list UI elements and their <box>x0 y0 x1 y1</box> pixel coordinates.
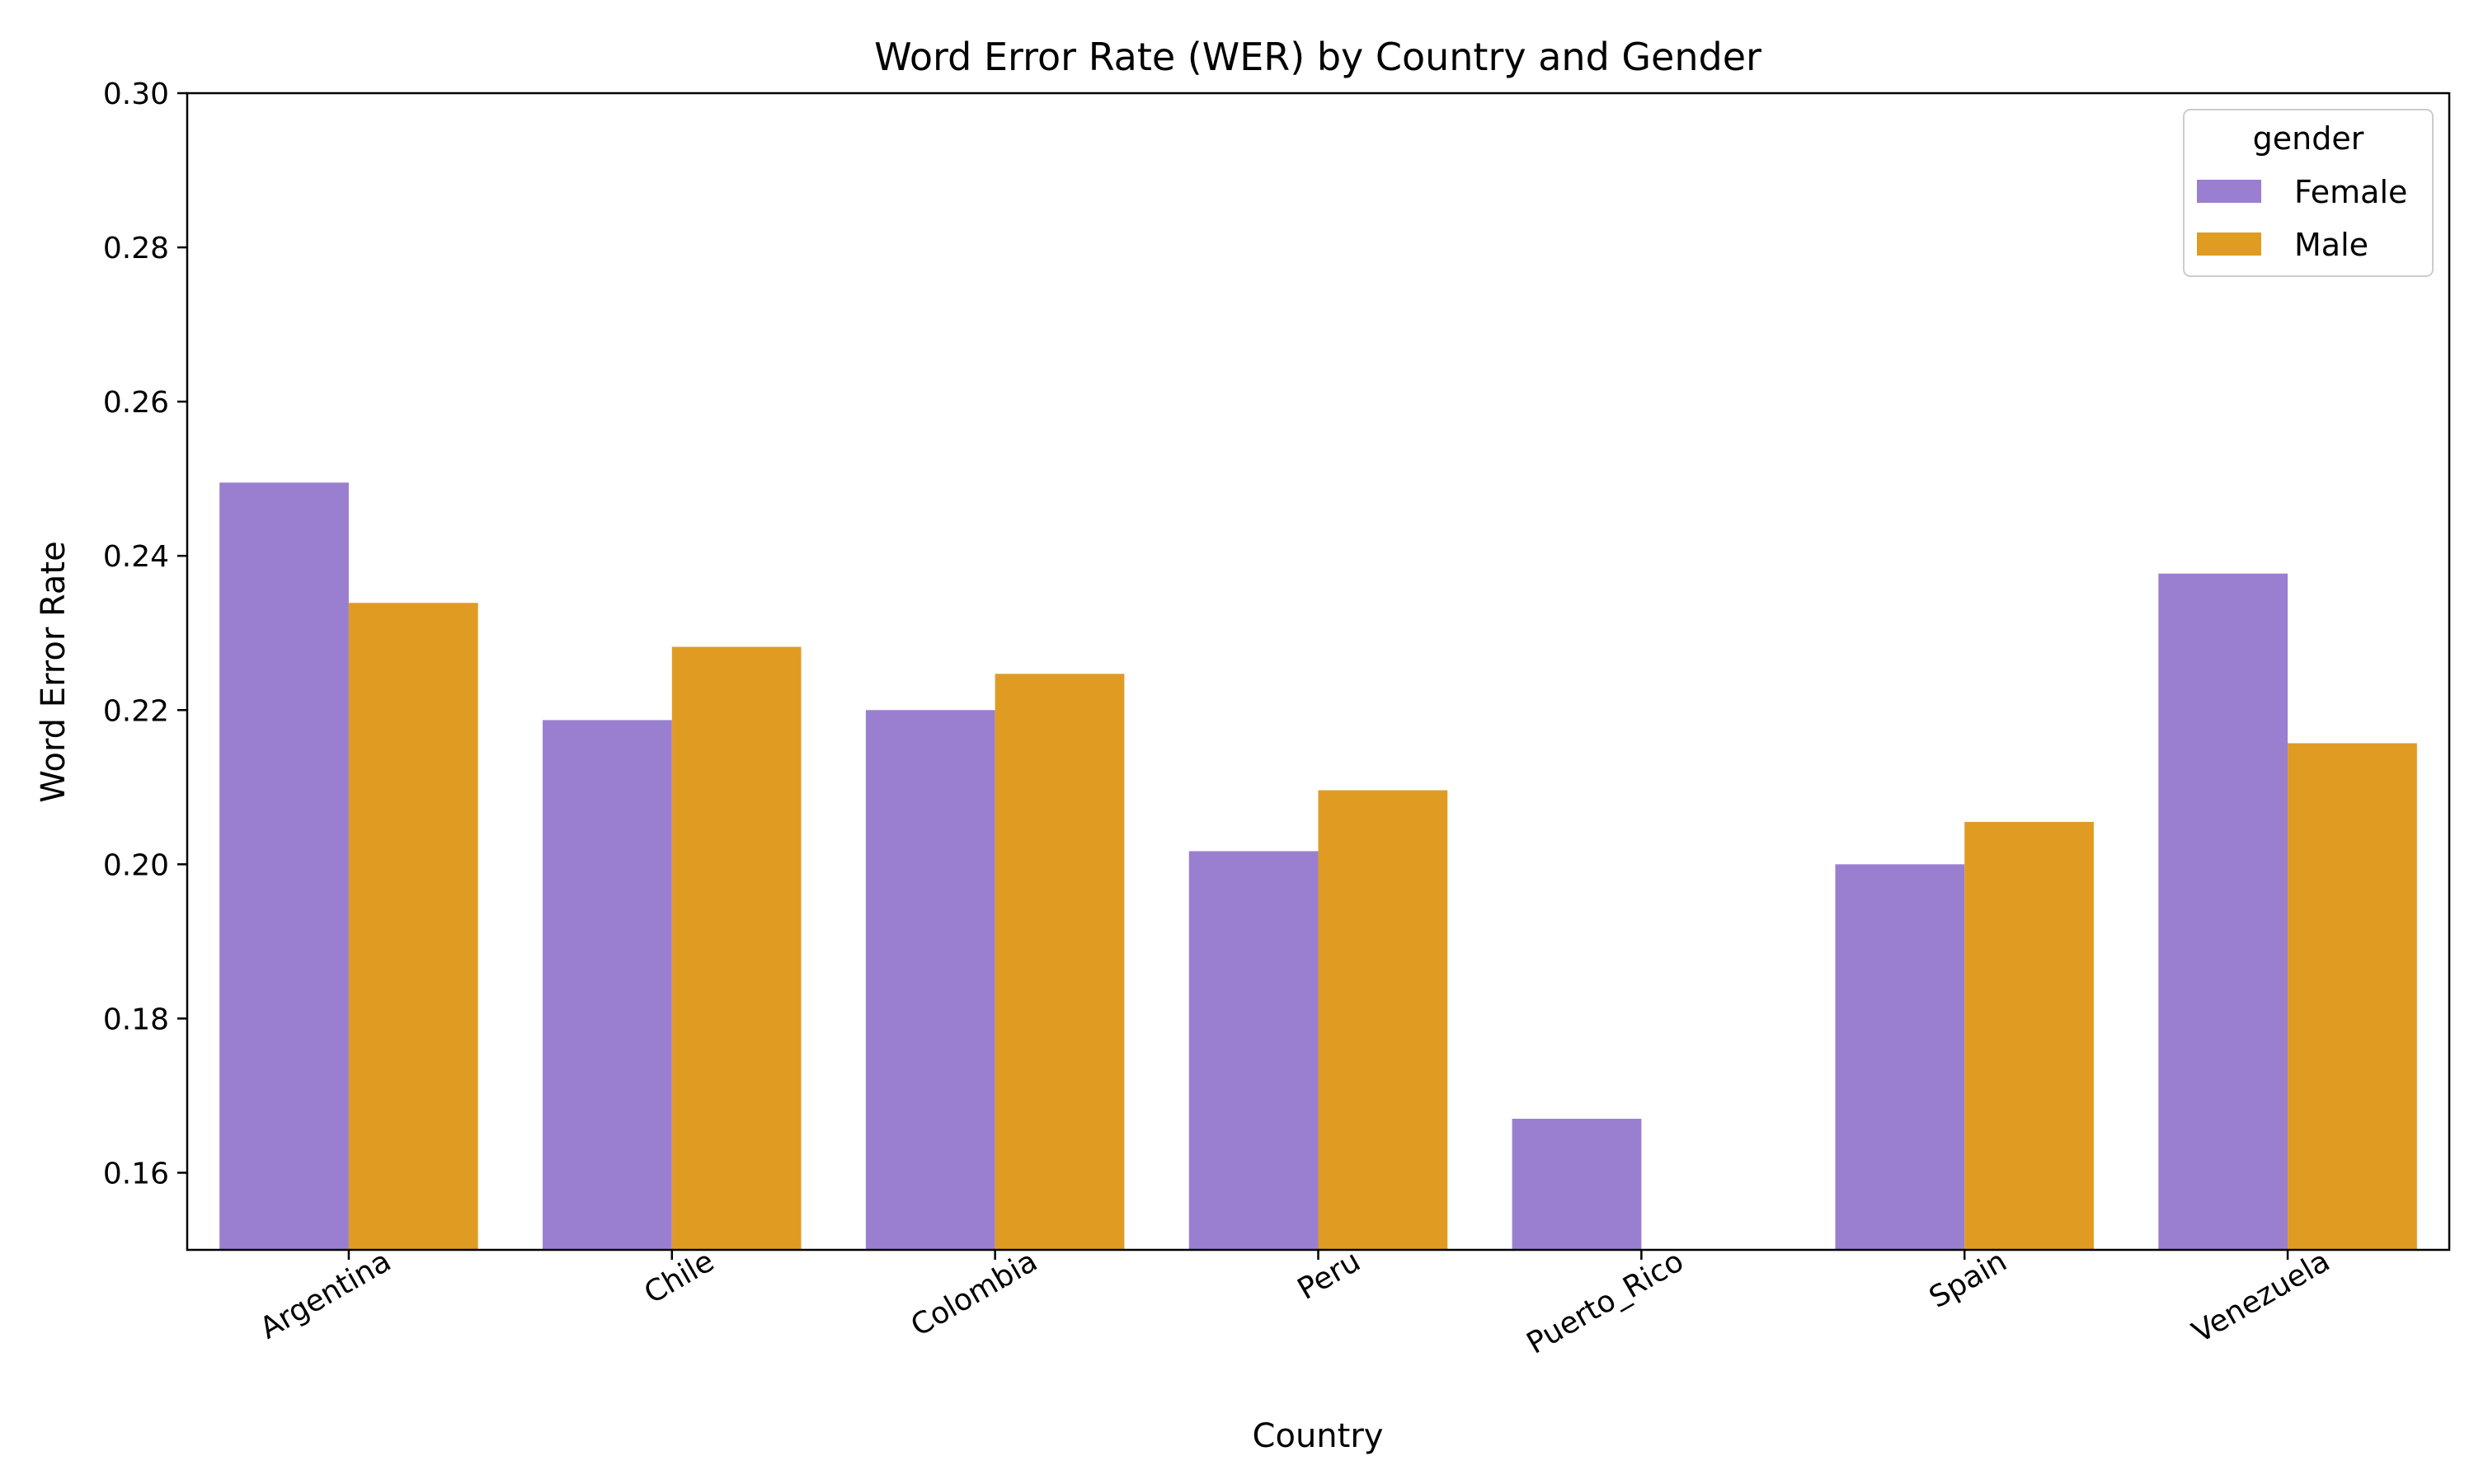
bar-spain-male <box>1964 821 2094 1250</box>
y-tick-label: 0.24 <box>103 540 169 574</box>
bar-spain-female <box>1835 864 1965 1250</box>
chart-title: Word Error Rate (WER) by Country and Gen… <box>874 35 1761 79</box>
bar-colombia-female <box>865 710 995 1250</box>
x-axis-ticks: Argentina Chile Colombia Peru Puerto_Rico Spa… <box>255 1244 2336 1360</box>
x-tick-label: Puerto_Rico <box>1522 1244 1690 1360</box>
x-tick-label: Chile <box>638 1244 720 1311</box>
y-tick-label: 0.22 <box>103 694 169 728</box>
bar-colombia-male <box>995 674 1125 1250</box>
plot-frame <box>186 92 2451 1252</box>
bar-chile-male <box>671 646 802 1250</box>
bar-chile-female <box>543 720 672 1250</box>
bar-argentina-male <box>348 603 478 1250</box>
y-axis-title: Word Error Rate <box>35 541 73 802</box>
legend-label-male: Male <box>2294 227 2368 263</box>
y-tick-label: 0.30 <box>103 77 169 111</box>
legend-label-female: Female <box>2294 174 2407 210</box>
bar-peru-male <box>1318 790 1448 1250</box>
x-axis-title: Country <box>1253 1417 1384 1455</box>
bar-argentina-female <box>219 482 349 1250</box>
bar-venezuela-female <box>2158 573 2288 1250</box>
legend: gender Female Male <box>2183 109 2434 277</box>
x-tick-label: Peru <box>1292 1244 1366 1307</box>
legend-swatch-female <box>2197 180 2261 203</box>
y-tick-label: 0.18 <box>103 1003 169 1036</box>
x-tick-label: Venezuela <box>2187 1244 2336 1350</box>
x-tick-label: Argentina <box>255 1244 397 1345</box>
y-tick-label: 0.16 <box>103 1157 169 1190</box>
bars-layer <box>219 482 2417 1250</box>
y-tick-label: 0.26 <box>103 386 169 420</box>
bar-venezuela-male <box>2288 743 2417 1250</box>
x-tick-label: Colombia <box>905 1244 1043 1343</box>
legend-title: gender <box>2253 120 2364 157</box>
y-tick-label: 0.28 <box>103 232 169 265</box>
y-tick-label: 0.20 <box>103 848 169 882</box>
y-axis-ticks: 0.16 0.18 0.20 0.22 0.24 0.26 0.28 0.30 <box>103 77 187 1190</box>
x-tick-label: Spain <box>1924 1244 2013 1315</box>
bar-puerto-rico-female <box>1512 1118 1642 1250</box>
legend-swatch-male <box>2197 232 2261 256</box>
bar-peru-female <box>1188 851 1319 1250</box>
